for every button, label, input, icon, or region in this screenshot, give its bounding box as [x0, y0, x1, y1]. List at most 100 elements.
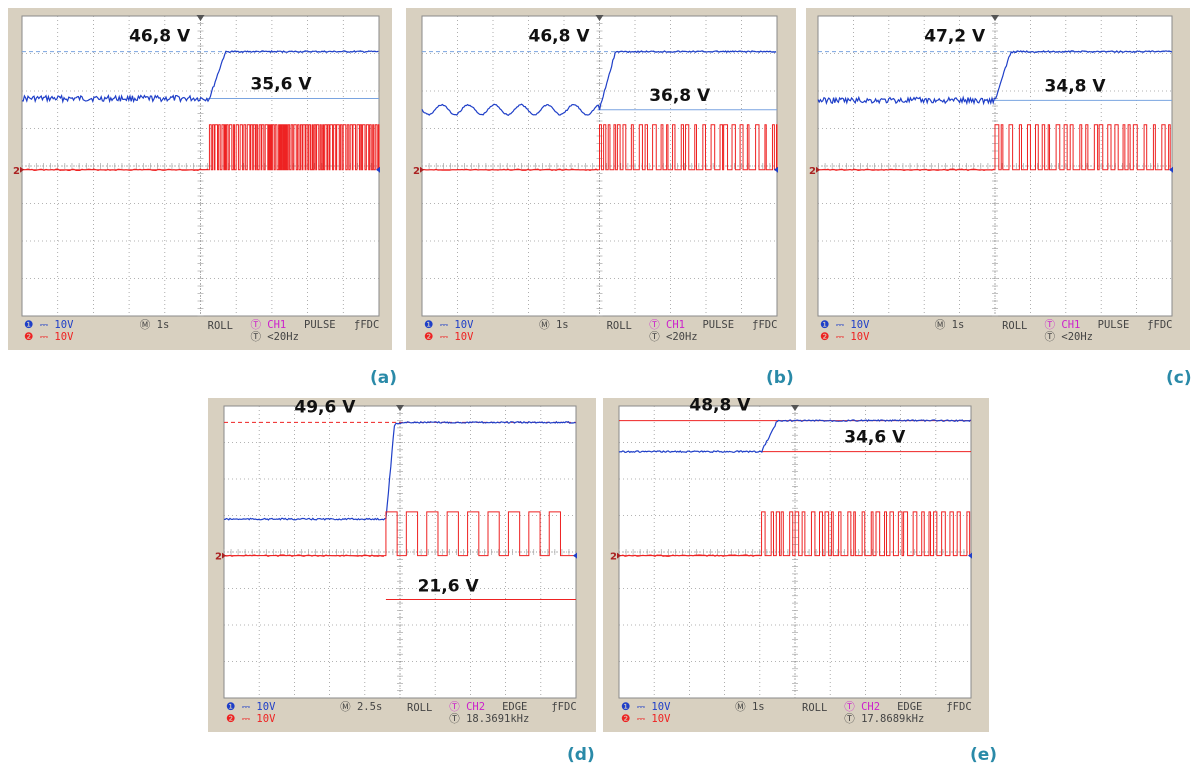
- ch2-scale-label: ❷ ⎓ 10V: [621, 713, 671, 725]
- ch2-ground-arrow: [20, 166, 24, 173]
- mode-label: ROLL: [1002, 320, 1027, 332]
- trigger-channel-label: Ⓣ CH2: [449, 701, 485, 713]
- lower-voltage-annotation: 34,8 V: [1045, 76, 1107, 96]
- mode-label: ROLL: [208, 320, 233, 332]
- scope-panel-e: 2 48,8 V 34,6 V ❶ ⎓ 10V ❷ ⎓ 10V Ⓜ 1s ROLL Ⓣ CH2…: [603, 396, 989, 732]
- ch2-ground-arrow: [222, 552, 226, 559]
- trigger-position-marker: [196, 15, 205, 21]
- trigger-position-marker: [991, 15, 999, 21]
- panel-caption-a: (a): [370, 368, 398, 388]
- upper-voltage-annotation: 47,2 V: [924, 27, 986, 47]
- ch2-ground-marker: 2: [13, 166, 20, 177]
- right-edge-marker: [968, 552, 972, 559]
- ch2-ground-arrow: [816, 166, 820, 173]
- ch2-pwm-trace: [818, 124, 1172, 171]
- ch2-ground-marker: 2: [413, 166, 420, 177]
- upper-voltage-annotation: 48,8 V: [689, 396, 751, 416]
- trigger-position-marker: [396, 405, 404, 411]
- right-edge-marker: [573, 552, 577, 559]
- panel-caption-d: (d): [567, 745, 595, 765]
- ch2-baseline-noise: [21, 168, 209, 172]
- timebase-label: Ⓜ 1s: [935, 319, 964, 331]
- trigger-type-label: EDGE: [502, 701, 527, 713]
- ch1-scale-label: ❶ ⎓ 10V: [24, 319, 74, 331]
- trigger-value-label: Ⓣ 17.8689kHz: [844, 713, 924, 725]
- trigger-position-marker: [791, 405, 799, 411]
- trigger-type-label: PULSE: [1098, 319, 1130, 331]
- lower-voltage-annotation: 36,8 V: [649, 86, 711, 106]
- upper-voltage-annotation: 49,6 V: [294, 397, 356, 417]
- ch1-voltage-trace: [21, 50, 379, 104]
- coupling-label: ƒFDC: [551, 701, 576, 713]
- ch2-scale-label: ❷ ⎓ 10V: [820, 331, 870, 343]
- ch1-voltage-trace: [421, 50, 777, 117]
- ch1-voltage-trace: [223, 420, 576, 521]
- ch2-baseline-noise: [421, 168, 599, 172]
- timebase-label: Ⓜ 2.5s: [340, 701, 382, 713]
- mode-label: ROLL: [407, 702, 432, 714]
- ch1-voltage-trace: [618, 419, 972, 454]
- ch2-pwm-trace: [22, 124, 380, 171]
- upper-voltage-annotation: 46,8 V: [529, 27, 591, 47]
- ch1-scale-label: ❶ ⎓ 10V: [621, 701, 671, 713]
- panel-caption-c: (c): [1166, 368, 1192, 388]
- graticule: [223, 405, 576, 698]
- trigger-channel-label: Ⓣ CH2: [844, 701, 880, 713]
- ch1-scale-label: ❶ ⎓ 10V: [226, 701, 276, 713]
- ch2-baseline-noise: [618, 554, 762, 557]
- right-edge-marker: [376, 166, 380, 173]
- scope-panel-d: 2 49,6 V 21,6 V ❶ ⎓ 10V ❷ ⎓ 10V Ⓜ 2.5s ROLL Ⓣ C…: [208, 397, 596, 732]
- ch2-pwm-trace: [224, 511, 576, 557]
- ch2-scale-label: ❷ ⎓ 10V: [226, 713, 276, 725]
- trigger-channel-label: Ⓣ CH1: [649, 319, 685, 331]
- ch1-scale-label: ❶ ⎓ 10V: [424, 319, 474, 331]
- ch2-ground-marker: 2: [215, 552, 222, 563]
- coupling-label: ƒFDC: [1147, 319, 1172, 331]
- trigger-channel-label: Ⓣ CH1: [1045, 319, 1081, 331]
- lower-voltage-annotation: 21,6 V: [418, 576, 480, 596]
- upper-voltage-annotation: 46,8 V: [129, 27, 191, 47]
- ch2-baseline-noise: [223, 554, 384, 557]
- scope-panel-c: 2 47,2 V 34,8 V ❶ ⎓ 10V ❷ ⎓ 10V Ⓜ 1s ROLL Ⓣ CH1…: [806, 8, 1190, 350]
- timebase-label: Ⓜ 1s: [539, 319, 568, 331]
- ch2-ground-arrow: [420, 166, 424, 173]
- coupling-label: ƒFDC: [354, 319, 379, 331]
- trigger-value-label: Ⓣ <20Hz: [1045, 331, 1093, 343]
- lower-voltage-annotation: 34,6 V: [844, 428, 906, 448]
- timebase-label: Ⓜ 1s: [140, 319, 169, 331]
- ch2-baseline-noise: [817, 168, 995, 172]
- panel-caption-b: (b): [766, 368, 794, 388]
- ch2-pwm-trace: [422, 124, 778, 171]
- ch2-ground-marker: 2: [610, 552, 617, 563]
- coupling-label: ƒFDC: [752, 319, 777, 331]
- ch2-scale-label: ❷ ⎓ 10V: [424, 331, 474, 343]
- trigger-type-label: PULSE: [702, 319, 734, 331]
- lower-voltage-annotation: 35,6 V: [250, 75, 312, 95]
- panel-caption-e: (e): [970, 745, 998, 765]
- ch2-pwm-trace: [619, 511, 971, 557]
- trigger-type-label: PULSE: [304, 319, 336, 331]
- ch2-scale-label: ❷ ⎓ 10V: [24, 331, 74, 343]
- trigger-position-marker: [595, 15, 604, 21]
- mode-label: ROLL: [607, 320, 632, 332]
- scope-panel-a: 2 46,8 V 35,6 V ❶ ⎓ 10V ❷ ⎓ 10V Ⓜ 1s ROLL Ⓣ CH1…: [8, 8, 392, 350]
- trigger-type-label: EDGE: [897, 701, 922, 713]
- ch1-voltage-trace: [817, 50, 1173, 106]
- mode-label: ROLL: [802, 702, 827, 714]
- timebase-label: Ⓜ 1s: [735, 701, 764, 713]
- ch2-ground-arrow: [617, 552, 621, 559]
- coupling-label: ƒFDC: [946, 701, 971, 713]
- right-edge-marker: [774, 166, 778, 173]
- right-edge-marker: [1169, 166, 1173, 173]
- scope-panel-b: 2 46,8 V 36,8 V ❶ ⎓ 10V ❷ ⎓ 10V Ⓜ 1s ROLL Ⓣ CH1…: [406, 8, 796, 350]
- trigger-value-label: Ⓣ <20Hz: [250, 331, 298, 343]
- trigger-value-label: Ⓣ 18.3691kHz: [449, 713, 529, 725]
- ch1-scale-label: ❶ ⎓ 10V: [820, 319, 870, 331]
- trigger-channel-label: Ⓣ CH1: [250, 319, 286, 331]
- ch2-ground-marker: 2: [809, 166, 816, 177]
